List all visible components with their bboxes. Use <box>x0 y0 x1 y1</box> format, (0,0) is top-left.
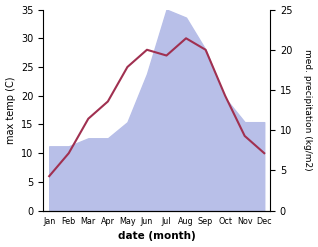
X-axis label: date (month): date (month) <box>118 231 196 242</box>
Y-axis label: max temp (C): max temp (C) <box>5 76 16 144</box>
Y-axis label: med. precipitation (kg/m2): med. precipitation (kg/m2) <box>303 49 313 171</box>
